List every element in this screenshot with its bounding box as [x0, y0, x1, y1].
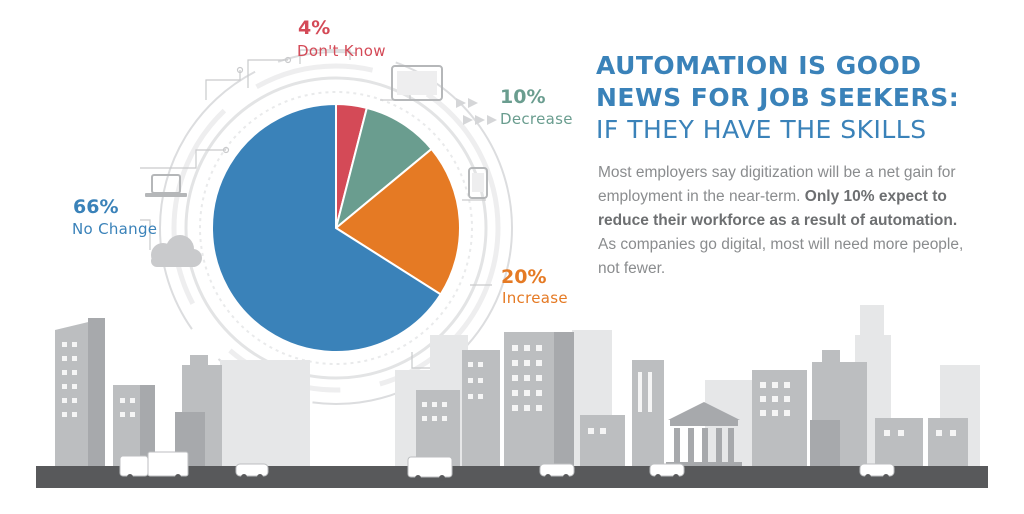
- body-text-part-2: As companies go digital, most will need …: [598, 236, 964, 277]
- headline-line-1: AUTOMATION IS GOOD: [596, 51, 922, 80]
- body-paragraph: Most employers say digitization will be …: [598, 161, 978, 281]
- pie-slice-decrease: [334, 106, 433, 231]
- cloud-icon: [151, 235, 202, 267]
- label-dont-know-pct: 4%: [298, 17, 331, 39]
- body-text-emphasis: Only 10% expect to reduce their workforc…: [598, 188, 958, 229]
- label-increase: Increase: [502, 289, 568, 307]
- headline: AUTOMATION IS GOOD NEWS FOR JOB SEEKERS:…: [596, 50, 1016, 146]
- pie-slice-increase: [334, 147, 461, 296]
- pie-chart: [211, 102, 461, 353]
- bank-building: [666, 402, 742, 468]
- label-no-change: No Change: [72, 220, 158, 238]
- headline-line-3: IF THEY HAVE THE SKILLS: [596, 115, 927, 144]
- body-text-part-1: Most employers say digitization will be …: [598, 164, 956, 205]
- headline-line-2: NEWS FOR JOB SEEKERS:: [596, 83, 960, 112]
- tablet-icon: [391, 65, 443, 101]
- laptop-icon: [145, 174, 187, 197]
- label-decrease-pct: 10%: [500, 86, 546, 108]
- label-no-change-pct: 66%: [73, 196, 119, 218]
- label-decrease: Decrease: [500, 110, 573, 128]
- label-increase-pct: 20%: [501, 266, 547, 288]
- phone-icon: [468, 167, 488, 199]
- pie-slice-no-change: [211, 102, 443, 353]
- decorative-rings: [159, 51, 513, 405]
- label-dont-know: Don't Know: [297, 42, 386, 60]
- city-skyline: [36, 305, 988, 488]
- arrow-icon: [456, 98, 497, 125]
